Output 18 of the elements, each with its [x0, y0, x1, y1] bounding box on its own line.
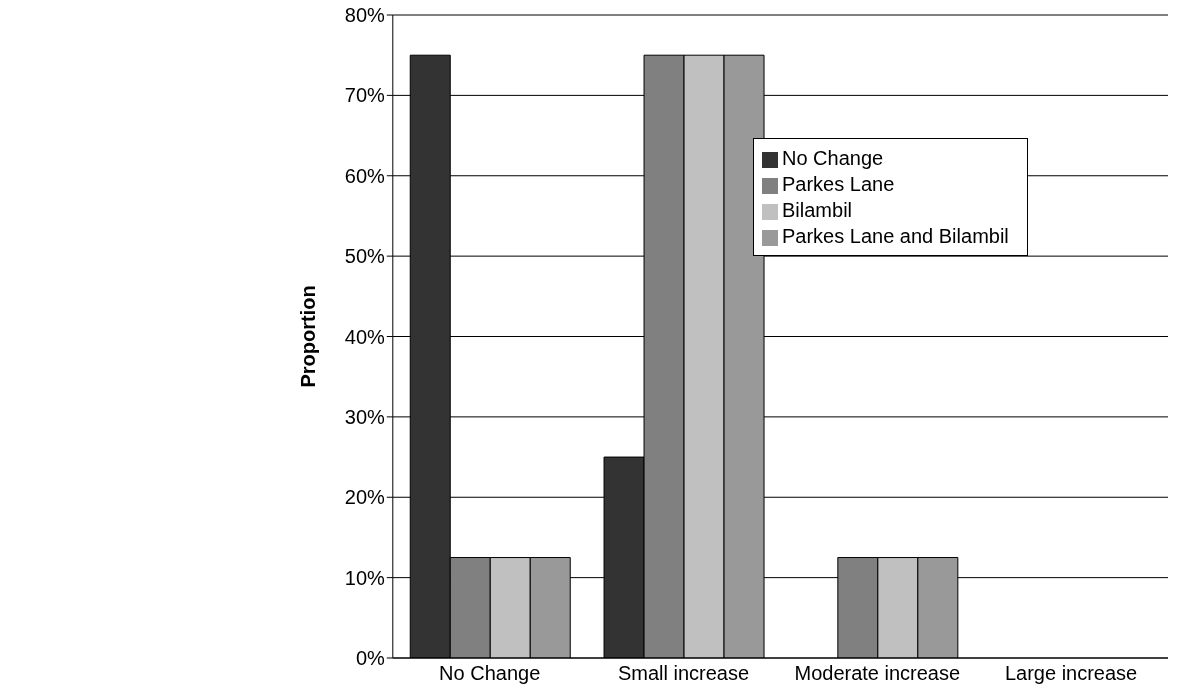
legend-label: Bilambil [782, 199, 853, 221]
y-tick-label: 10% [344, 566, 386, 589]
y-tick-label: 70% [344, 84, 386, 107]
y-tick-label: 50% [344, 245, 386, 268]
x-tick-label: Large increase [1004, 662, 1138, 685]
x-tick-label: Moderate increase [794, 662, 961, 685]
y-tick-label: 20% [344, 486, 386, 509]
legend-label: Parkes Lane [782, 173, 895, 195]
y-tick-label: 0% [355, 647, 386, 670]
y-axis-title: Proportion [296, 285, 319, 388]
legend-label: No Change [782, 147, 884, 169]
legend-label: Parkes Lane and Bilambil [782, 225, 1009, 247]
x-tick-label: No Change [439, 662, 541, 685]
y-tick-label: 40% [344, 325, 386, 348]
x-tick-label: Small increase [617, 662, 750, 685]
y-tick-label: 30% [344, 405, 386, 428]
y-tick-label: 80% [344, 4, 386, 27]
y-tick-label: 60% [344, 164, 386, 187]
